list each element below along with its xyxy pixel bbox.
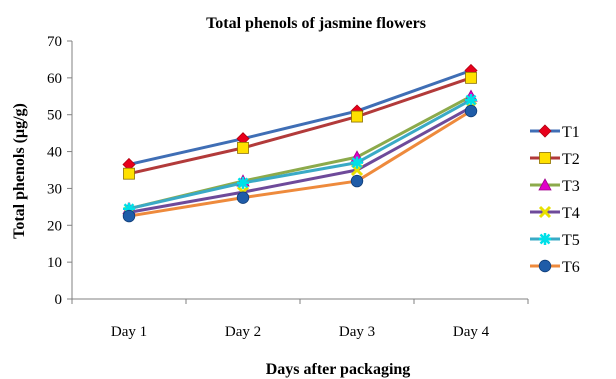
y-tick-label: 30 [47, 181, 62, 197]
legend-marker [538, 178, 552, 191]
legend-marker [539, 152, 551, 164]
x-tick-label: Day 3 [339, 324, 375, 340]
series-T1 [122, 63, 478, 172]
x-tick-label: Day 1 [111, 324, 147, 340]
series-group [122, 63, 478, 223]
y-tick-label: 40 [47, 145, 62, 161]
legend-marker [538, 259, 552, 273]
data-point [464, 104, 478, 118]
x-tick-label: Day 4 [453, 324, 490, 340]
ticks: 0 10 20 30 40 50 60 70 Day 1 Day 2 Day 3 Day 4 [47, 34, 529, 340]
legend-marker [538, 205, 552, 219]
legend-item: T6 [530, 259, 580, 276]
series-line [128, 106, 472, 214]
legend-marker [539, 233, 551, 245]
legend-item: T1 [530, 124, 580, 141]
series-T5 [123, 93, 477, 215]
series-T3 [122, 89, 478, 215]
x-tick-label: Day 2 [225, 324, 261, 340]
data-point [237, 141, 249, 154]
series-T6 [122, 104, 478, 223]
data-point [236, 191, 250, 204]
y-tick-label: 70 [47, 34, 62, 50]
data-point [122, 209, 136, 223]
data-point [465, 71, 477, 84]
data-point [123, 202, 135, 215]
data-point [351, 110, 363, 123]
data-point [237, 176, 249, 189]
data-point [351, 156, 363, 169]
legend-marker [538, 124, 552, 138]
data-point [350, 174, 364, 188]
series-line [128, 76, 472, 176]
legend-label: T6 [562, 259, 580, 276]
legend-label: T5 [562, 232, 580, 249]
y-tick-label: 0 [55, 292, 63, 308]
series-line [128, 98, 472, 211]
chart-title: Total phenols of jasmine flowers [206, 15, 426, 32]
data-point [465, 93, 477, 106]
series-T4 [122, 101, 478, 219]
legend-item: T5 [530, 232, 580, 249]
legend: T1 T2 T3 T4 T5 T6 [530, 124, 580, 276]
y-axis-label: Total phenols (µg/g) [11, 103, 28, 239]
legend-label: T4 [562, 205, 580, 222]
legend-item: T3 [530, 178, 580, 195]
y-tick-label: 10 [47, 255, 62, 271]
x-axis-label: Days after packaging [266, 361, 411, 378]
series-T2 [123, 71, 477, 180]
legend-label: T1 [562, 124, 580, 141]
series-line [128, 109, 472, 218]
legend-item: T4 [530, 205, 580, 222]
y-tick-label: 50 [47, 108, 62, 124]
legend-item: T2 [530, 151, 580, 168]
series-line [128, 69, 472, 166]
data-point [123, 167, 135, 180]
legend-label: T2 [562, 151, 580, 168]
y-tick-label: 20 [47, 218, 62, 234]
y-tick-label: 60 [47, 71, 62, 87]
legend-label: T3 [562, 178, 580, 195]
